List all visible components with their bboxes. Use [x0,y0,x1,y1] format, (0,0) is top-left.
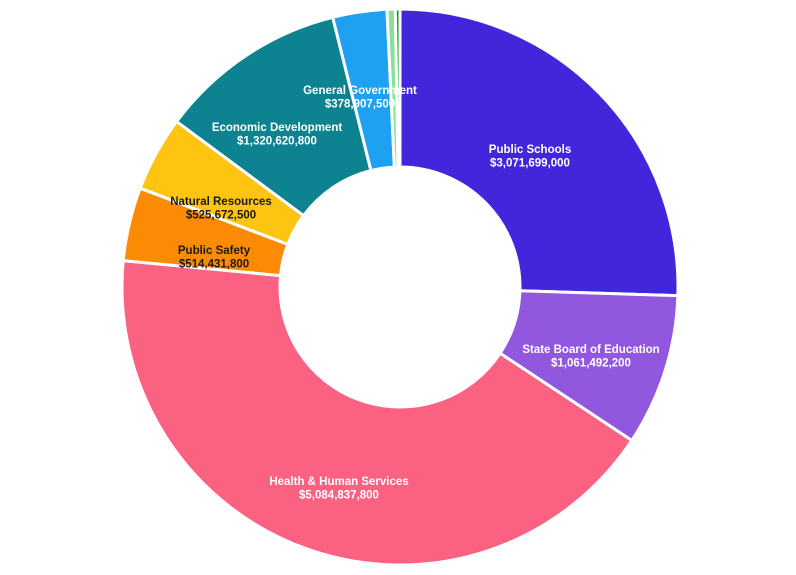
donut-slice[interactable] [393,7,402,169]
donut-slices-group [120,7,680,567]
donut-slice[interactable] [398,7,680,298]
donut-slice[interactable] [120,258,634,567]
